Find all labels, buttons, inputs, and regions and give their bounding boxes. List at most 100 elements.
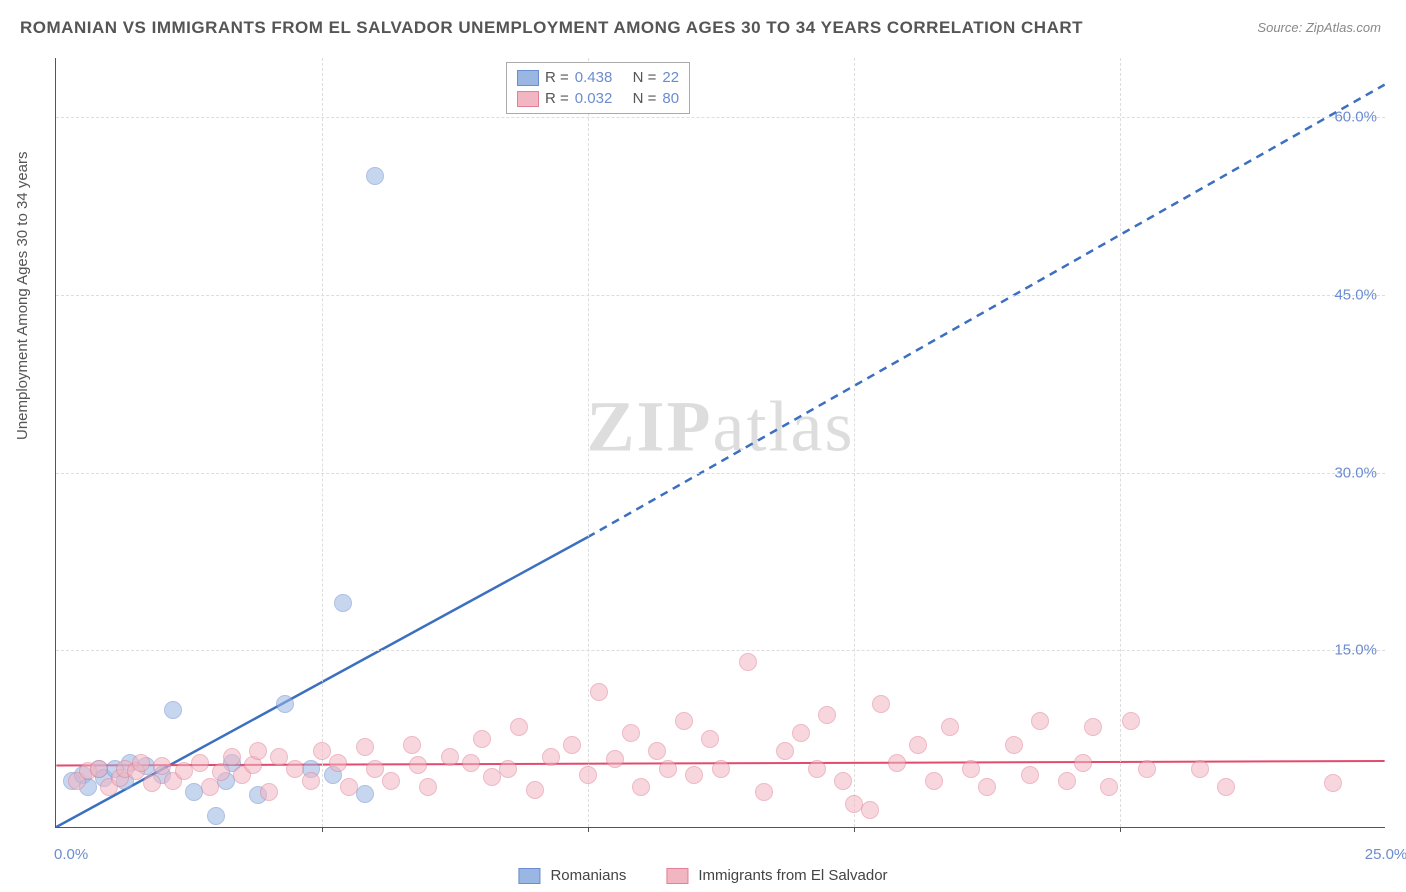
data-point-elsalvador	[1084, 718, 1102, 736]
data-point-elsalvador	[909, 736, 927, 754]
data-point-elsalvador	[818, 706, 836, 724]
data-point-elsalvador	[792, 724, 810, 742]
watermark-light: atlas	[713, 387, 855, 467]
data-point-romanians	[164, 701, 182, 719]
r-value: 0.438	[575, 69, 613, 86]
data-point-elsalvador	[712, 760, 730, 778]
gridline-horizontal	[56, 650, 1385, 651]
trend-lines-svg	[56, 58, 1385, 827]
data-point-romanians	[276, 695, 294, 713]
data-point-elsalvador	[526, 781, 544, 799]
data-point-elsalvador	[473, 730, 491, 748]
data-point-elsalvador	[834, 772, 852, 790]
legend-label: Immigrants from El Salvador	[698, 867, 887, 884]
data-point-elsalvador	[1031, 712, 1049, 730]
legend-item-romanians: Romanians	[518, 867, 626, 884]
stats-legend: R = 0.438 N = 22 R = 0.032 N = 80	[506, 62, 690, 114]
data-point-elsalvador	[382, 772, 400, 790]
data-point-elsalvador	[510, 718, 528, 736]
data-point-elsalvador	[1138, 760, 1156, 778]
series-legend: Romanians Immigrants from El Salvador	[518, 867, 887, 884]
data-point-elsalvador	[302, 772, 320, 790]
data-point-elsalvador	[701, 730, 719, 748]
gridline-horizontal	[56, 295, 1385, 296]
data-point-elsalvador	[286, 760, 304, 778]
gridline-vertical	[854, 58, 855, 827]
data-point-elsalvador	[888, 754, 906, 772]
data-point-elsalvador	[1324, 774, 1342, 792]
data-point-elsalvador	[648, 742, 666, 760]
data-point-elsalvador	[212, 763, 230, 781]
data-point-elsalvador	[739, 653, 757, 671]
data-point-elsalvador	[340, 778, 358, 796]
data-point-elsalvador	[776, 742, 794, 760]
x-tick	[588, 827, 589, 832]
r-label: R =	[545, 90, 569, 107]
chart-title: ROMANIAN VS IMMIGRANTS FROM EL SALVADOR …	[20, 18, 1083, 38]
data-point-elsalvador	[685, 766, 703, 784]
data-point-elsalvador	[223, 748, 241, 766]
data-point-elsalvador	[313, 742, 331, 760]
gridline-vertical	[588, 58, 589, 827]
data-point-elsalvador	[632, 778, 650, 796]
gridline-horizontal	[56, 117, 1385, 118]
x-tick	[854, 827, 855, 832]
data-point-elsalvador	[409, 756, 427, 774]
r-label: R =	[545, 69, 569, 86]
data-point-elsalvador	[606, 750, 624, 768]
data-point-romanians	[207, 807, 225, 825]
legend-label: Romanians	[550, 867, 626, 884]
data-point-elsalvador	[1021, 766, 1039, 784]
gridline-vertical	[322, 58, 323, 827]
data-point-elsalvador	[260, 783, 278, 801]
y-tick-label: 60.0%	[1334, 109, 1377, 126]
data-point-elsalvador	[941, 718, 959, 736]
stats-row-elsalvador: R = 0.032 N = 80	[517, 88, 679, 109]
data-point-elsalvador	[978, 778, 996, 796]
data-point-elsalvador	[499, 760, 517, 778]
data-point-romanians	[356, 785, 374, 803]
data-point-elsalvador	[356, 738, 374, 756]
data-point-elsalvador	[1217, 778, 1235, 796]
data-point-elsalvador	[622, 724, 640, 742]
data-point-elsalvador	[808, 760, 826, 778]
gridline-vertical	[1120, 58, 1121, 827]
gridline-horizontal	[56, 473, 1385, 474]
swatch-icon	[517, 70, 539, 86]
y-tick-label: 45.0%	[1334, 286, 1377, 303]
data-point-elsalvador	[1100, 778, 1118, 796]
y-tick-label: 15.0%	[1334, 642, 1377, 659]
data-point-elsalvador	[659, 760, 677, 778]
data-point-elsalvador	[861, 801, 879, 819]
stats-row-romanians: R =0.438 N =22	[517, 67, 679, 88]
y-axis-label: Unemployment Among Ages 30 to 34 years	[14, 151, 31, 440]
r-value: 0.032	[575, 90, 613, 107]
n-label: N =	[633, 90, 657, 107]
n-value: 80	[662, 90, 679, 107]
data-point-elsalvador	[441, 748, 459, 766]
data-point-elsalvador	[191, 754, 209, 772]
watermark: ZIPatlas	[587, 386, 855, 469]
data-point-elsalvador	[1058, 772, 1076, 790]
data-point-elsalvador	[366, 760, 384, 778]
data-point-elsalvador	[590, 683, 608, 701]
watermark-bold: ZIP	[587, 387, 713, 467]
data-point-elsalvador	[925, 772, 943, 790]
data-point-romanians	[366, 167, 384, 185]
data-point-elsalvador	[542, 748, 560, 766]
data-point-elsalvador	[1005, 736, 1023, 754]
source-label: Source:	[1257, 20, 1302, 35]
source-attribution: Source: ZipAtlas.com	[1257, 20, 1381, 35]
data-point-elsalvador	[1191, 760, 1209, 778]
data-point-elsalvador	[249, 742, 267, 760]
data-point-elsalvador	[403, 736, 421, 754]
n-value: 22	[662, 69, 679, 86]
data-point-elsalvador	[563, 736, 581, 754]
data-point-elsalvador	[270, 748, 288, 766]
data-point-elsalvador	[143, 774, 161, 792]
data-point-elsalvador	[462, 754, 480, 772]
data-point-elsalvador	[872, 695, 890, 713]
plot-area: ZIPatlas 15.0%30.0%45.0%60.0%0.0%25.0%R …	[55, 58, 1385, 828]
data-point-elsalvador	[90, 760, 108, 778]
x-origin-label: 0.0%	[54, 846, 88, 863]
